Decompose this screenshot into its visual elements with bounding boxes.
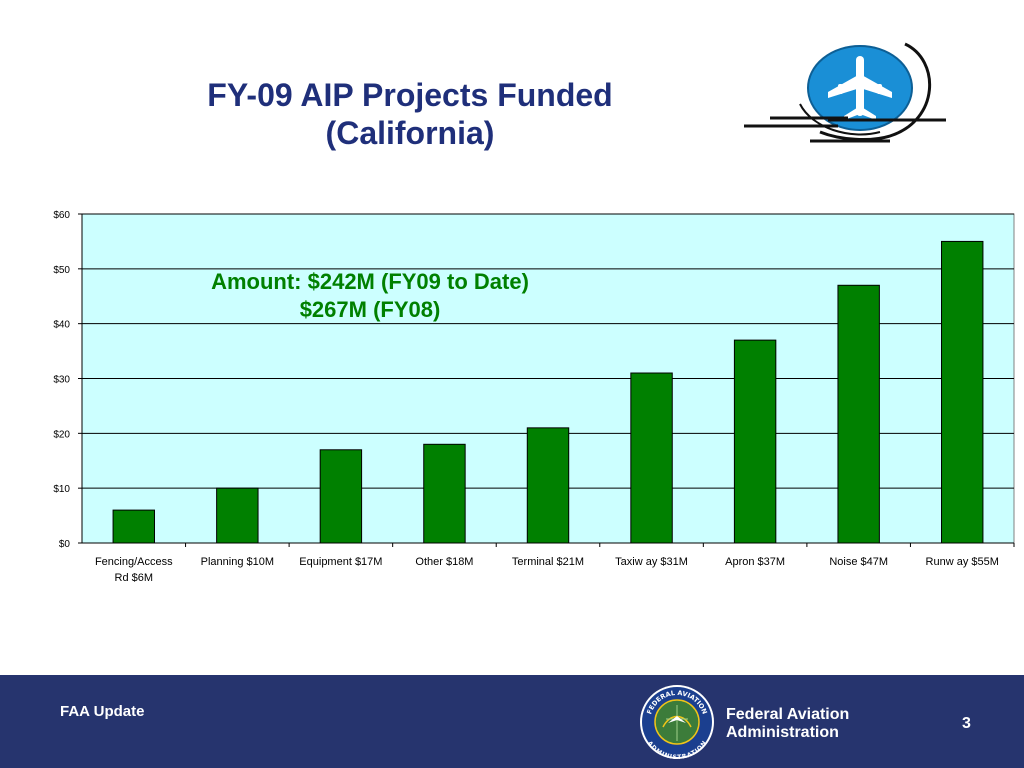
agency-line1: Federal Aviation [726, 706, 850, 723]
x-tick-label: Apron $37M [725, 556, 785, 568]
y-tick-label: $50 [53, 265, 70, 276]
faa-seal-icon: FEDERAL AVIATION ADMINISTRATION [638, 683, 716, 761]
footer-label: FAA Update [60, 703, 145, 720]
bar [526, 427, 570, 544]
x-tick-label: Equipment $17M [299, 556, 382, 568]
x-tick-label: Noise $47M [829, 556, 888, 568]
bar [216, 487, 259, 544]
annotation-line2: $267M (FY08) [299, 297, 441, 322]
slide-title-line2: (California) [325, 115, 495, 151]
slide-title: FY-09 AIP Projects Funded (California) [150, 76, 670, 152]
agency-name: Federal Aviation Administration [726, 706, 849, 742]
bar-chart-svg: $0 $10 $20 $30 $40 $50 $60 Fencing/Access Rd $6M… [53, 210, 1015, 584]
y-tick-label: $40 [53, 320, 70, 331]
y-tick-label: $10 [53, 484, 70, 495]
annotation-line1: Amount: $242M (FY09 to Date) [211, 269, 529, 294]
y-tick-label: $20 [53, 429, 70, 440]
bar-chart: $0 $10 $20 $30 $40 $50 $60 Fencing/Access Rd $6M… [0, 200, 1024, 600]
x-tick-label: Other $18M [415, 556, 473, 568]
page-number: 3 [962, 715, 971, 732]
bar [630, 372, 673, 544]
x-tick-label: Rd $6M [115, 572, 154, 584]
y-tick-label: $0 [59, 539, 71, 550]
bar [423, 443, 466, 544]
x-tick-label: Runw ay $55M [926, 556, 999, 568]
x-tick-label: Fencing/Access [95, 556, 173, 568]
agency-line2: Administration [726, 724, 839, 741]
bar [941, 240, 984, 544]
bar [733, 339, 777, 544]
airplane-logo-icon [740, 40, 950, 150]
x-tick-label: Terminal $21M [512, 556, 584, 568]
bar [837, 284, 880, 544]
x-tick-label: Planning $10M [201, 556, 274, 568]
y-tick-label: $60 [53, 210, 70, 221]
slide-title-line1: FY-09 AIP Projects Funded [207, 77, 613, 113]
y-tick-label: $30 [53, 375, 70, 386]
bar [112, 509, 155, 544]
footer-bar: FAA Update FEDERAL AVIATION ADMINISTRATI… [0, 675, 1024, 768]
funding-annotation: Amount: $242M (FY09 to Date) $267M (FY08… [140, 268, 600, 324]
x-tick-label: Taxiw ay $31M [615, 556, 688, 568]
bar [319, 449, 363, 544]
